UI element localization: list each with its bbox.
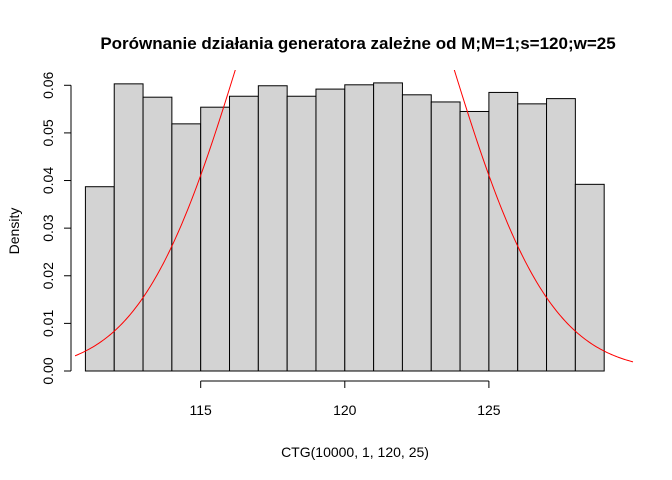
histogram-bar (459, 110, 490, 372)
histogram-bar (229, 95, 259, 372)
y-axis-label: Density (6, 208, 22, 255)
histogram-bar (517, 103, 548, 372)
y-tick-label: 0.06 (40, 71, 56, 98)
histogram-bar (401, 94, 432, 372)
histogram-bar (113, 83, 144, 372)
histogram-bar (84, 186, 115, 372)
y-tick-label: 0.02 (40, 262, 56, 289)
histogram-bar (171, 123, 202, 372)
x-tick-label: 125 (477, 402, 501, 418)
y-tick-label: 0.01 (40, 310, 56, 337)
y-axis: 0.00 0.01 0.02 0.03 0.04 0.05 0.06 (40, 71, 72, 385)
histogram-bar (315, 88, 346, 372)
y-tick-label: 0.03 (40, 214, 56, 241)
histogram-bar (546, 98, 576, 372)
x-axis-label: CTG(10000, 1, 120, 25) (281, 444, 429, 460)
histogram-bar (142, 96, 173, 372)
histogram-bar (574, 183, 605, 372)
histogram-bar (430, 101, 461, 372)
y-tick-label: 0.00 (40, 357, 56, 384)
bars-group (84, 82, 605, 372)
histogram-bar (373, 82, 403, 372)
histogram-bar (200, 106, 231, 372)
x-axis: 115 120 125 (190, 380, 501, 418)
x-tick-label: 120 (333, 402, 357, 418)
density-curve-line (75, 70, 634, 363)
x-tick-label: 115 (190, 402, 213, 418)
histogram-bar (257, 85, 288, 372)
histogram-bar (286, 95, 317, 372)
histogram-bar (344, 84, 375, 372)
chart-title: Porównanie działania generatora zależne … (100, 34, 615, 53)
y-tick-label: 0.05 (40, 119, 56, 146)
y-tick-label: 0.04 (40, 167, 56, 194)
density-curve-group (75, 70, 634, 363)
histogram-bar (488, 91, 519, 372)
